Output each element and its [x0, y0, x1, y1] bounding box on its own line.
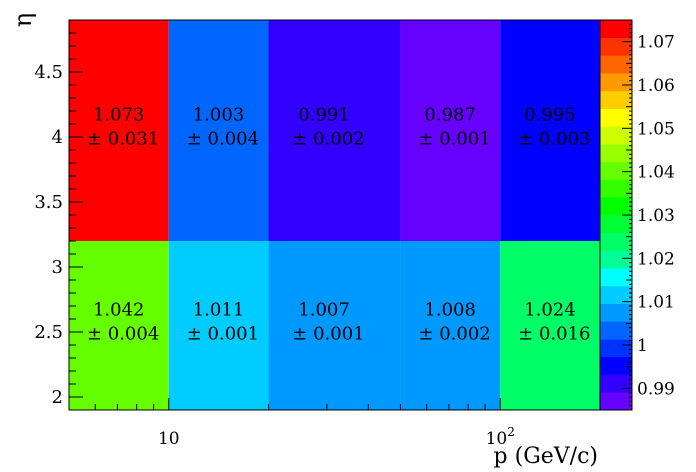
colorbar-segment — [600, 285, 632, 304]
cell-error-label: ± 0.002 — [418, 324, 490, 345]
cell-value-label: 1.073 — [93, 105, 145, 126]
colorbar-segment — [600, 108, 632, 127]
colorbar-tick-label: 1.04 — [637, 163, 675, 183]
colorbar-segment — [600, 161, 632, 180]
y-axis-title: η — [9, 13, 37, 27]
cell-value-label: 1.011 — [193, 300, 245, 321]
heatmap-cell — [400, 241, 501, 410]
colorbar-segment — [600, 303, 632, 322]
colorbar-tick-label: 1.05 — [637, 119, 675, 139]
y-tick-label: 3.5 — [34, 192, 63, 213]
y-tick-label: 3 — [52, 257, 63, 278]
heatmap-cell — [69, 20, 169, 241]
y-tick-label: 2 — [52, 387, 63, 408]
cell-value-label: 1.024 — [524, 300, 576, 321]
cell-error-label: ± 0.004 — [87, 324, 159, 345]
x-tick-label: 102 — [486, 425, 515, 449]
cell-error-label: ± 0.001 — [187, 324, 259, 345]
colorbar-segment — [600, 374, 632, 393]
colorbar-tick-label: 1.01 — [637, 293, 675, 313]
cell-error-label: ± 0.001 — [418, 129, 490, 150]
heatmap-cell — [268, 20, 401, 241]
cell-error-label: ± 0.001 — [292, 324, 364, 345]
colorbar-segment — [600, 268, 632, 287]
cell-value-label: 1.007 — [298, 300, 350, 321]
colorbar-tick-label: 0.99 — [637, 379, 675, 399]
heatmap-cell — [500, 241, 600, 410]
heatmap-cell — [500, 20, 600, 241]
x-axis-title: p (GeV/c) — [494, 444, 598, 469]
colorbar-tick-label: 1.07 — [637, 33, 675, 53]
colorbar-segment — [600, 356, 632, 375]
colorbar-segment — [600, 339, 632, 358]
cell-error-label: ± 0.002 — [292, 129, 364, 150]
cell-error-label: ± 0.016 — [518, 324, 590, 345]
cell-value-label: 0.991 — [298, 105, 350, 126]
cell-value-label: 1.003 — [193, 105, 245, 126]
colorbar-segment — [600, 73, 632, 92]
colorbar-segment — [600, 126, 632, 145]
cell-value-label: 0.995 — [524, 105, 576, 126]
y-tick-label: 2.5 — [34, 322, 63, 343]
colorbar-tick-label: 1.06 — [637, 76, 675, 96]
colorbar-tick-label: 1.02 — [637, 249, 675, 269]
colorbar-segment — [600, 37, 632, 56]
cell-value-label: 1.042 — [93, 300, 145, 321]
colorbar-segment — [600, 90, 632, 109]
cell-error-label: ± 0.004 — [187, 129, 259, 150]
colorbar-tick-label: 1 — [637, 336, 648, 356]
heatmap-cell — [168, 20, 269, 241]
cell-value-label: 0.987 — [424, 105, 476, 126]
colorbar-segment — [600, 392, 632, 411]
heatmap-cell — [268, 241, 401, 410]
cell-value-label: 1.008 — [424, 300, 476, 321]
colorbar-segment — [600, 197, 632, 216]
colorbar-segment — [600, 179, 632, 198]
colorbar-segment — [600, 144, 632, 163]
x-tick-label: 10 — [158, 429, 180, 449]
colorbar-segment — [600, 215, 632, 234]
colorbar-segment — [600, 55, 632, 74]
colorbar-segment — [600, 250, 632, 269]
y-tick-label: 4 — [52, 127, 63, 148]
colorbar-segment — [600, 321, 632, 340]
cell-error-label: ± 0.003 — [518, 129, 590, 150]
heatmap-cell — [69, 241, 169, 410]
colorbar-segment — [600, 20, 632, 39]
heatmap-cell — [168, 241, 269, 410]
heatmap-cell — [400, 20, 501, 241]
colorbar-tick-label: 1.03 — [637, 206, 675, 226]
cell-error-label: ± 0.031 — [87, 129, 159, 150]
colorbar-segment — [600, 232, 632, 251]
y-tick-label: 4.5 — [34, 62, 63, 83]
